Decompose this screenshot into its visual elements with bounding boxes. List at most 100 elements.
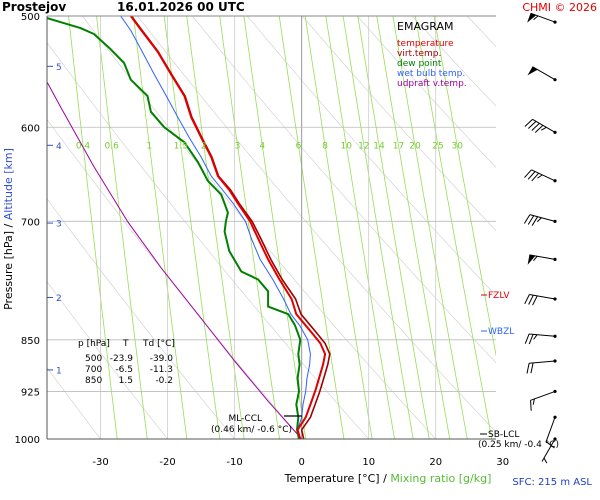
fzlv-label: FZLV [488, 291, 510, 301]
sb-lcl-annotation: SB-LCL (0.25 km/ -0.4 °C) [478, 430, 559, 450]
temperature-tick-label: -20 [159, 457, 175, 468]
mixing-ratio-label: 10 [340, 141, 352, 151]
sounding-table: p [hPa] T Td [°C] 500 -23.9 -39.0 700 -6… [78, 339, 175, 386]
ml-ccl-values: (0.46 km/ -0.6 °C) [211, 425, 292, 435]
altitude-tick-label: 3 [56, 220, 62, 230]
altitude-tick-label: 4 [56, 142, 62, 152]
series-wet-bulb-temp-line [120, 16, 311, 439]
legend: EMAGRAM temperature virt.temp. dew point… [397, 20, 467, 89]
legend-item-virtual-temperature: virt.temp. [397, 49, 441, 59]
pressure-tick-label: 700 [21, 217, 40, 228]
table-cell: 850 [85, 376, 102, 386]
dry-adiabat [466, 16, 496, 48]
ml-ccl-annotation: ML-CCL (0.46 km/ -0.6 °C) [211, 414, 302, 435]
table-cell: 1.5 [119, 376, 133, 386]
surface-elevation: SFC: 215 m ASL [512, 477, 592, 488]
temperature-tick-label: 0 [299, 457, 305, 468]
temperature-tick-label: 10 [362, 457, 375, 468]
mixing-ratio-line [219, 16, 280, 439]
mixing-ratio-line [186, 16, 245, 439]
pressure-tick-label: 500 [21, 12, 40, 23]
dry-adiabat [137, 16, 496, 433]
pressure-tick-label: 1000 [15, 435, 40, 446]
dry-adiabat [47, 280, 168, 439]
series-udpraft-v-temp-line [47, 80, 303, 439]
table-cell: -0.2 [155, 376, 173, 386]
legend-title: EMAGRAM [397, 20, 454, 33]
y-axis-title: Pressure [hPa] / Altitude [km] [2, 148, 15, 310]
mixing-ratio-line [304, 16, 373, 439]
mixing-ratio-label: 4 [259, 141, 265, 151]
altitude-tick-label: 1 [56, 366, 62, 376]
mixing-ratio-line [163, 16, 221, 439]
wind-barb [527, 254, 557, 265]
legend-item-updraft: udpraft v.temp. [397, 79, 467, 89]
mixing-ratio-line [342, 16, 414, 439]
series-dew-point-line [47, 16, 302, 439]
wind-barb [527, 66, 557, 82]
dry-adiabat [47, 118, 302, 439]
sb-lcl-values: (0.25 km/ -0.4 °C) [478, 440, 559, 450]
table-cell: 500 [85, 354, 102, 364]
table-header-dewpoint: Td [°C] [142, 339, 175, 349]
mixing-ratio-label: 1.5 [174, 141, 188, 151]
sounding-datetime: 16.01.2026 00 UTC [117, 0, 245, 14]
dry-adiabat [577, 16, 600, 439]
mixing-ratio-label: 2 [201, 141, 207, 151]
curve-layer [47, 16, 331, 439]
dry-adiabat [192, 16, 496, 364]
mixing-ratio-line [133, 16, 188, 439]
mixing-ratio-line [325, 16, 395, 439]
dry-adiabat [522, 16, 600, 439]
mixing-ratio-line [96, 16, 148, 439]
mixing-ratio-label: 12 [358, 141, 369, 151]
mixing-ratio-label: 0.6 [105, 141, 120, 151]
legend-item-wet-bulb: wet bulb temp. [397, 69, 465, 79]
mixing-ratio-label: 0.4 [76, 141, 91, 151]
station-name: Prostejov [2, 0, 66, 14]
series-temperature-line [129, 16, 327, 439]
mixing-ratio-label: 8 [322, 141, 328, 151]
pressure-tick-label: 850 [21, 336, 40, 347]
mixing-ratio-line [414, 16, 493, 439]
ml-ccl-label: ML-CCL [229, 414, 262, 424]
wind-barb [527, 12, 557, 24]
wind-barb [530, 389, 557, 411]
wind-barb [545, 415, 557, 449]
dry-adiabat [47, 42, 369, 439]
dry-adiabat [47, 198, 235, 439]
mixing-ratio-label: 1 [147, 141, 153, 151]
table-header-pressure: p [hPa] [78, 339, 110, 349]
wet-bulb-zero-marker: WBZL [481, 327, 514, 337]
table-cell: -6.5 [115, 365, 133, 375]
x-axis-title: Temperature [°C] / Mixing ratio [g/kg] [284, 472, 492, 485]
temperature-tick-label: -10 [226, 457, 242, 468]
dry-adiabat [302, 16, 496, 232]
altitude-tick-label: 2 [56, 294, 62, 304]
wbzl-label: WBZL [488, 327, 514, 337]
wind-barb [526, 359, 557, 374]
table-cell: -11.3 [150, 365, 173, 375]
wind-barb [524, 293, 557, 306]
dry-adiabat [82, 16, 436, 439]
temperature-tick-label: -30 [92, 457, 108, 468]
mixing-ratio-line [278, 16, 345, 439]
mixing-ratio-line [357, 16, 430, 439]
wind-barb [524, 118, 557, 134]
altitude-tick-label: 5 [56, 63, 62, 73]
wind-barb [524, 333, 557, 345]
wind-barb-column [523, 12, 557, 464]
wind-barb [524, 169, 557, 183]
temperature-tick-label: 20 [429, 457, 442, 468]
pressure-tick-label: 925 [21, 387, 40, 398]
table-header-temperature: T [122, 339, 129, 349]
table-cell: 700 [85, 365, 102, 375]
mixing-ratio-label: 17 [393, 141, 404, 151]
mixing-ratio-label: 25 [432, 141, 443, 151]
mixing-ratio-label: 20 [409, 141, 421, 151]
table-cell: -23.9 [110, 354, 134, 364]
mixing-ratio-label: 14 [373, 141, 385, 151]
mixing-ratio-line [433, 16, 496, 357]
